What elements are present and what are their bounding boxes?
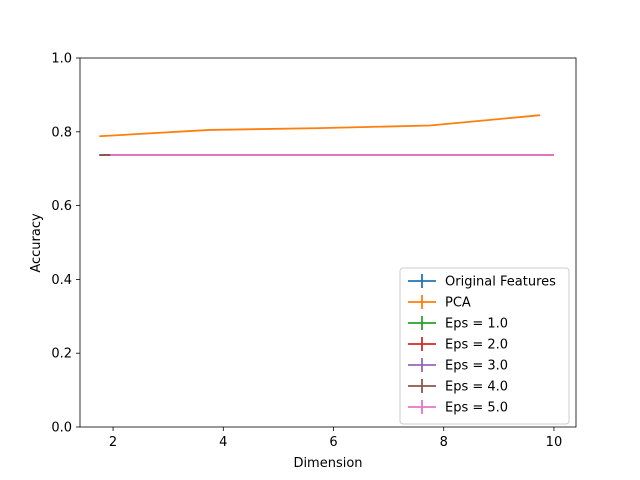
x-tick-label: 10	[546, 435, 563, 450]
x-axis-label: Dimension	[293, 456, 362, 471]
y-tick-label: 0.2	[51, 347, 72, 362]
x-axis-ticks: 2 4 6 8 10	[109, 427, 562, 450]
y-tick-label: 0.6	[51, 199, 72, 214]
legend-label: Eps = 2.0	[445, 338, 508, 353]
y-axis-label: Accuracy	[29, 213, 44, 273]
x-tick-label: 6	[329, 435, 337, 450]
y-axis-ticks: 0.0 0.2 0.4 0.6 0.8 1.0	[51, 52, 80, 436]
series-line-2	[99, 114, 541, 138]
legend-label: Eps = 5.0	[445, 401, 508, 416]
y-tick-label: 0.8	[51, 125, 72, 140]
x-tick-label: 2	[109, 435, 117, 450]
legend-label: PCA	[445, 296, 471, 311]
legend-label: Eps = 3.0	[445, 359, 508, 374]
legend: Original Features PCA Eps = 1.0 Eps = 2.0 Ep…	[399, 267, 570, 425]
x-tick-label: 8	[440, 435, 448, 450]
legend-box	[399, 267, 570, 425]
y-tick-label: 1.0	[51, 52, 72, 67]
x-tick-label: 4	[219, 435, 227, 450]
y-tick-label: 0.0	[51, 421, 72, 436]
legend-label: Eps = 4.0	[445, 380, 508, 395]
legend-label: Original Features	[445, 275, 556, 290]
legend-label: Eps = 1.0	[445, 317, 508, 332]
y-tick-label: 0.4	[51, 273, 72, 288]
series-layer	[99, 114, 554, 156]
